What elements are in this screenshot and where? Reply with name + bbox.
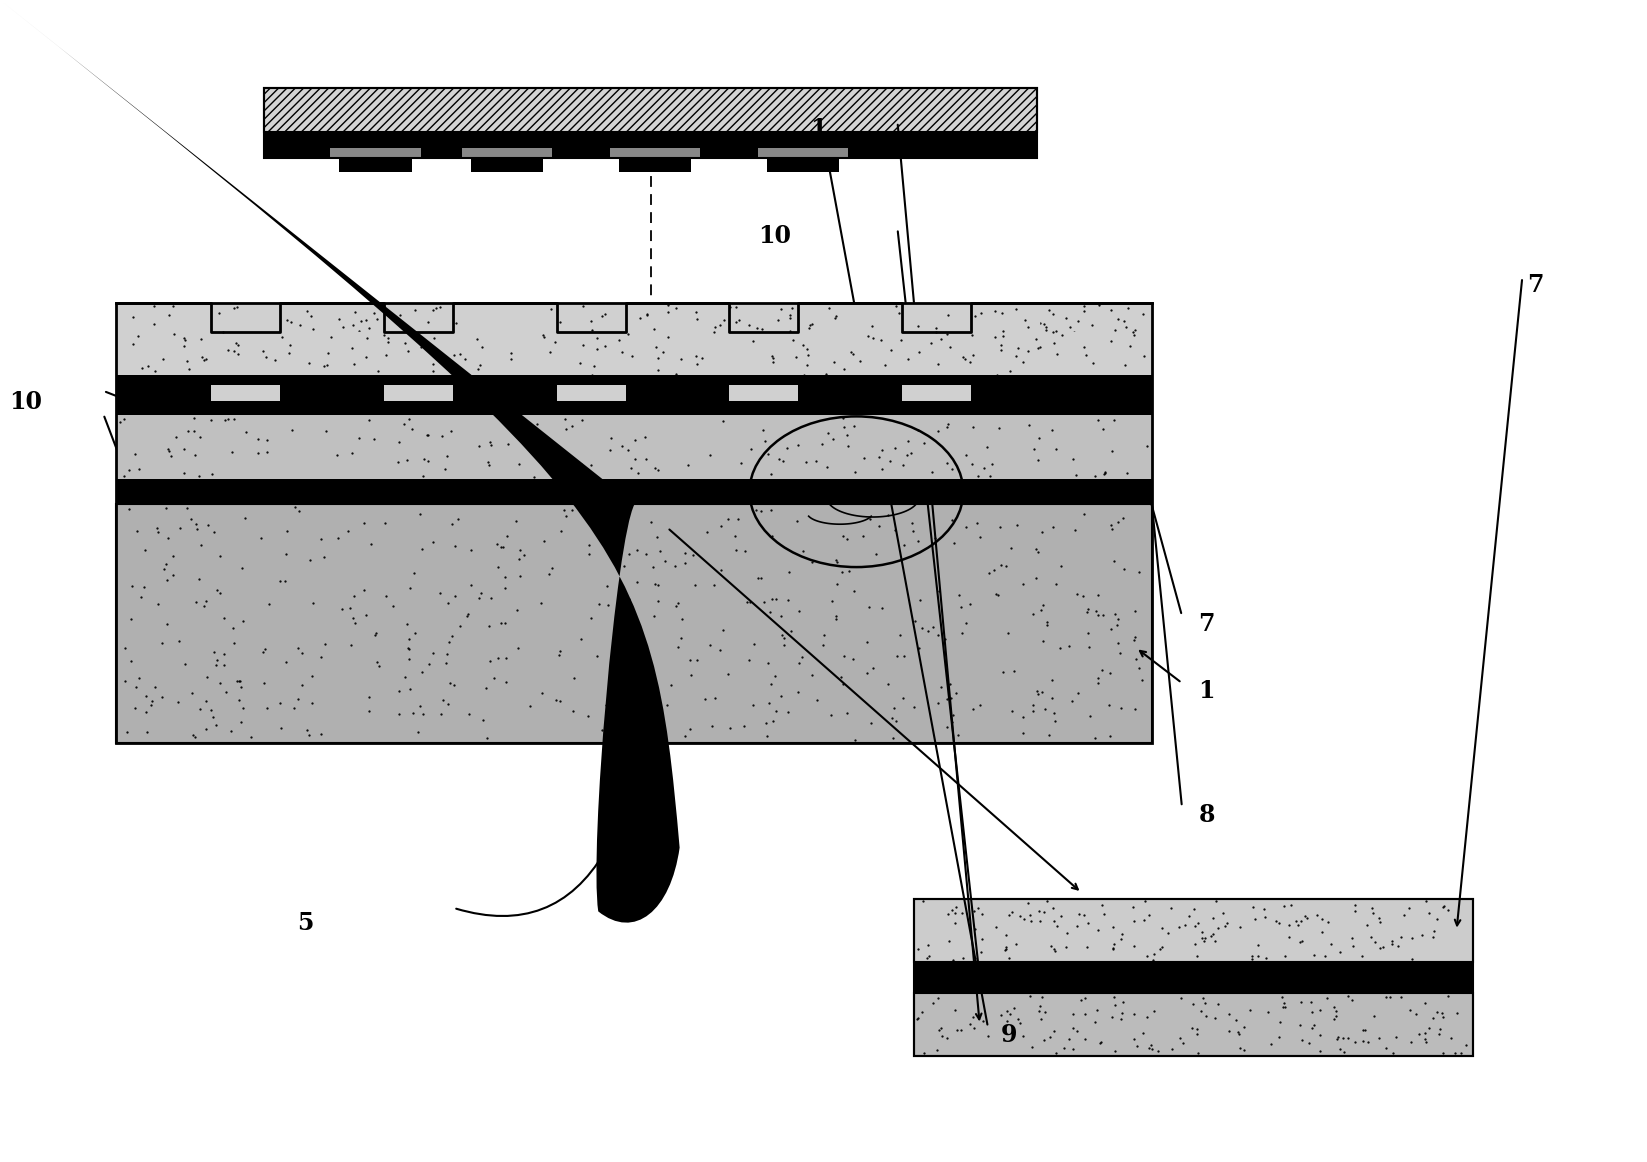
- Bar: [265, 132, 1038, 158]
- Bar: [117, 303, 1153, 389]
- Bar: [117, 303, 1153, 744]
- Bar: [117, 415, 1153, 479]
- Bar: [903, 386, 972, 401]
- Bar: [557, 386, 626, 401]
- Bar: [914, 898, 1472, 1056]
- Text: 1: 1: [1199, 679, 1215, 703]
- Bar: [471, 158, 544, 172]
- Text: 7: 7: [1199, 612, 1215, 636]
- Text: 10: 10: [10, 390, 43, 415]
- Bar: [265, 88, 1038, 158]
- Bar: [609, 148, 700, 158]
- Text: 7: 7: [1527, 273, 1543, 297]
- Bar: [117, 479, 1153, 504]
- Text: 10: 10: [758, 223, 791, 248]
- Bar: [339, 158, 412, 172]
- Bar: [117, 415, 1153, 479]
- Text: 8: 8: [1199, 803, 1215, 827]
- PathPatch shape: [0, 504, 680, 1162]
- Bar: [914, 962, 1472, 992]
- Text: 9: 9: [1001, 1024, 1018, 1047]
- Bar: [117, 364, 1153, 389]
- Bar: [730, 386, 799, 401]
- Bar: [117, 504, 1153, 744]
- Bar: [331, 148, 420, 158]
- Bar: [461, 148, 552, 158]
- Bar: [117, 479, 1153, 504]
- Bar: [265, 88, 1038, 132]
- Bar: [384, 386, 453, 401]
- Bar: [117, 375, 1153, 415]
- Polygon shape: [117, 303, 1153, 389]
- Text: 1: 1: [810, 117, 827, 141]
- Text: 5: 5: [298, 911, 313, 935]
- Bar: [758, 148, 848, 158]
- Bar: [619, 158, 692, 172]
- Bar: [914, 992, 1472, 1056]
- Bar: [768, 158, 838, 172]
- Bar: [914, 898, 1472, 962]
- Bar: [211, 386, 280, 401]
